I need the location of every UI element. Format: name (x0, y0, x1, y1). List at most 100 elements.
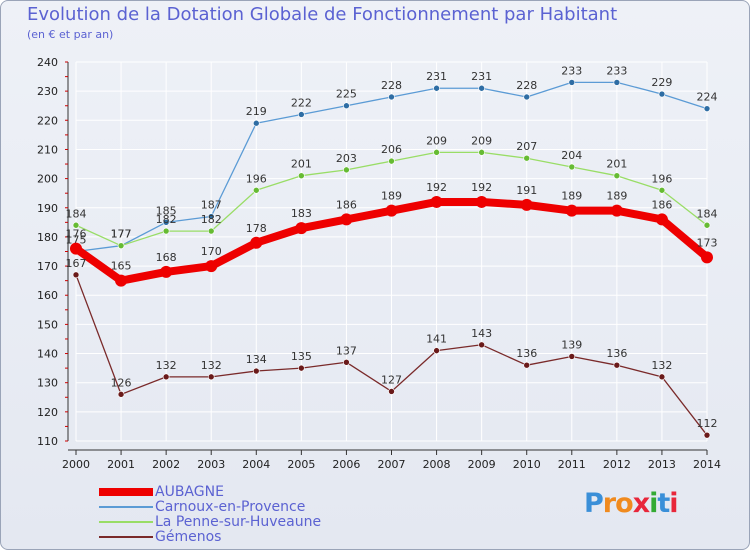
data-label-carnoux-en-provence: 231 (426, 70, 447, 83)
y-tick-label: 200 (37, 173, 58, 186)
point-la-penne-sur-huveaune (433, 149, 440, 156)
point-aubagne (430, 195, 443, 208)
point-gemenos (343, 358, 350, 366)
y-tick-label: 190 (37, 202, 58, 215)
logo-letter: i (669, 488, 678, 519)
x-tick-label: 2012 (603, 458, 631, 471)
logo-letter: t (657, 488, 670, 519)
data-label-aubagne: 189 (561, 190, 582, 203)
data-label-carnoux-en-provence: 177 (111, 228, 132, 241)
x-tick-label: 2013 (648, 458, 676, 471)
data-label-la-penne-sur-huveaune: 196 (651, 172, 672, 185)
point-carnoux-en-provence (523, 93, 531, 101)
point-gemenos (523, 361, 531, 369)
point-carnoux-en-provence (207, 213, 215, 220)
y-tick-label: 220 (37, 114, 58, 127)
data-label-gemenos: 135 (291, 350, 312, 363)
point-gemenos (568, 353, 576, 360)
point-la-penne-sur-huveaune (252, 186, 260, 194)
data-label-aubagne: 192 (471, 181, 492, 194)
data-label-carnoux-en-provence: 228 (381, 79, 402, 92)
data-label-carnoux-en-provence: 187 (201, 199, 222, 212)
x-tick-label: 2007 (378, 458, 406, 471)
data-label-la-penne-sur-huveaune: 201 (291, 158, 312, 171)
data-label-carnoux-en-provence: 231 (471, 70, 492, 83)
data-label-la-penne-sur-huveaune: 209 (471, 134, 492, 147)
point-la-penne-sur-huveaune (72, 221, 80, 229)
data-label-gemenos: 141 (426, 333, 447, 346)
point-aubagne (250, 236, 263, 249)
point-la-penne-sur-huveaune (613, 172, 621, 179)
point-carnoux-en-provence (388, 93, 395, 101)
point-gemenos (613, 361, 621, 369)
data-label-gemenos: 132 (201, 359, 222, 372)
point-aubagne (655, 213, 668, 226)
point-gemenos (207, 373, 215, 381)
data-label-carnoux-en-provence: 225 (336, 88, 357, 101)
data-label-la-penne-sur-huveaune: 196 (246, 172, 267, 185)
data-label-la-penne-sur-huveaune: 203 (336, 152, 357, 165)
data-label-carnoux-en-provence: 228 (516, 79, 537, 92)
data-label-aubagne: 178 (246, 222, 267, 235)
y-tick-label: 130 (37, 377, 58, 390)
point-gemenos (433, 347, 440, 354)
data-label-la-penne-sur-huveaune: 206 (381, 143, 402, 156)
point-carnoux-en-provence (478, 84, 485, 92)
data-label-gemenos: 132 (651, 359, 672, 372)
x-tick-label: 2010 (513, 458, 541, 471)
point-gemenos (252, 367, 260, 375)
data-label-gemenos: 112 (697, 417, 718, 430)
legend-label-aubagne: AUBAGNE (155, 484, 224, 500)
data-label-aubagne: 186 (651, 198, 672, 211)
data-label-aubagne: 189 (606, 190, 627, 203)
legend-swatch-la-penne-sur-huveaune (99, 521, 153, 523)
point-carnoux-en-provence (298, 111, 305, 118)
y-tick-label: 150 (37, 318, 58, 331)
legend-label-la-penne-sur-huveaune: La Penne-sur-Huveaune (155, 514, 322, 530)
point-carnoux-en-provence (252, 119, 260, 127)
chart-title: Evolution de la Dotation Globale de Fonc… (27, 4, 618, 25)
data-label-la-penne-sur-huveaune: 204 (561, 149, 582, 162)
data-label-aubagne: 191 (516, 184, 537, 197)
x-tick-label: 2006 (332, 458, 360, 471)
point-aubagne (475, 195, 488, 208)
data-label-aubagne: 176 (66, 228, 87, 241)
data-label-la-penne-sur-huveaune: 182 (201, 213, 222, 226)
data-label-carnoux-en-provence: 229 (651, 76, 672, 89)
data-label-gemenos: 134 (246, 353, 267, 366)
data-label-aubagne: 170 (201, 245, 222, 258)
point-gemenos (162, 373, 170, 381)
point-carnoux-en-provence (658, 90, 666, 98)
y-tick-label: 120 (37, 406, 58, 419)
data-label-gemenos: 137 (336, 344, 357, 357)
chart-subtitle: (en € et par an) (27, 28, 114, 41)
point-aubagne (385, 204, 398, 217)
x-tick-label: 2014 (693, 458, 721, 471)
x-tick-label: 2011 (558, 458, 586, 471)
point-aubagne (610, 204, 623, 217)
x-tick-label: 2004 (242, 458, 270, 471)
data-label-gemenos: 126 (111, 376, 132, 389)
data-label-la-penne-sur-huveaune: 184 (66, 207, 87, 220)
point-la-penne-sur-huveaune (117, 242, 125, 249)
x-tick-label: 2000 (62, 458, 90, 471)
logo-letter: x (632, 488, 650, 519)
data-label-carnoux-en-provence: 224 (697, 91, 718, 104)
data-label-aubagne: 173 (697, 236, 718, 249)
data-label-aubagne: 192 (426, 181, 447, 194)
data-label-gemenos: 136 (606, 347, 627, 360)
data-label-aubagne: 189 (381, 190, 402, 203)
data-label-carnoux-en-provence: 185 (156, 204, 177, 217)
y-tick-label: 210 (37, 143, 58, 156)
legend-swatch-carnoux-en-provence (99, 506, 153, 508)
point-la-penne-sur-huveaune (523, 154, 531, 162)
y-tick-label: 110 (37, 435, 58, 448)
data-label-aubagne: 165 (111, 260, 132, 273)
y-tick-label: 170 (37, 260, 58, 273)
point-la-penne-sur-huveaune (162, 227, 170, 235)
point-la-penne-sur-huveaune (343, 166, 350, 174)
data-label-la-penne-sur-huveaune: 201 (606, 158, 627, 171)
point-carnoux-en-provence (433, 84, 440, 92)
point-aubagne (295, 222, 308, 235)
